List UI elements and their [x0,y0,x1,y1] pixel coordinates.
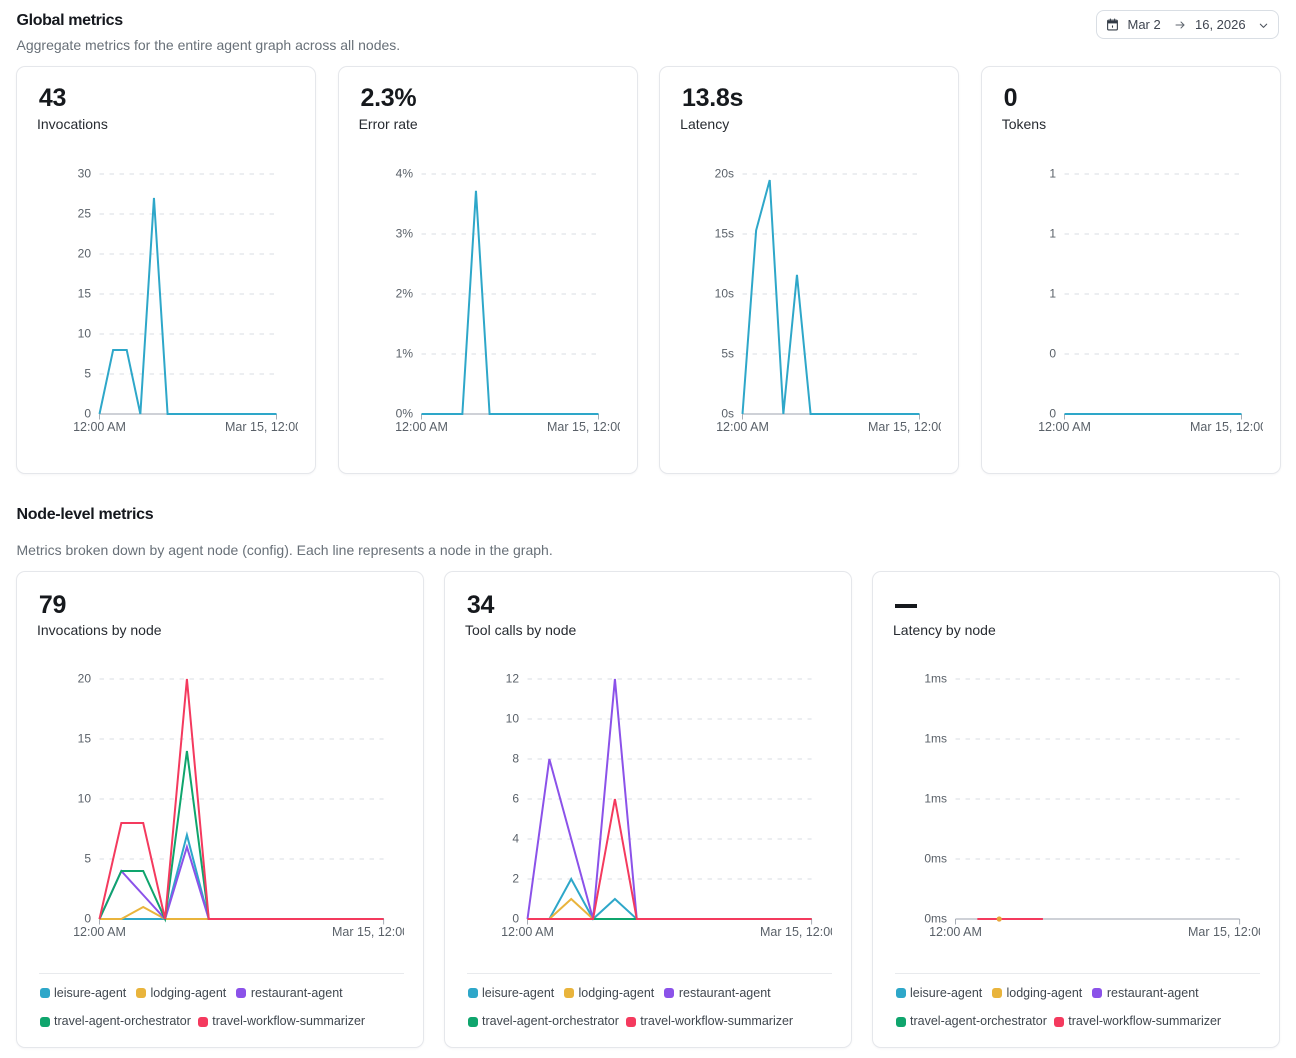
svg-text:Mar 15, 12:00: Mar 15, 12:00 [332,925,404,939]
svg-text:Mar 15, 12:00: Mar 15, 12:00 [760,925,832,939]
svg-text:2%: 2% [395,286,413,300]
svg-text:0ms: 0ms [924,852,947,866]
svg-text:12:00 AM: 12:00 AM [395,420,448,434]
svg-text:0%: 0% [395,406,413,420]
svg-text:0: 0 [1049,346,1056,360]
svg-text:12:00 AM: 12:00 AM [716,420,769,434]
svg-text:15: 15 [78,732,92,746]
svg-text:1: 1 [1049,166,1056,180]
svg-text:0: 0 [512,912,519,926]
svg-text:5: 5 [84,366,91,380]
svg-text:0s: 0s [721,406,734,420]
svg-text:5s: 5s [721,346,734,360]
svg-text:30: 30 [78,166,92,180]
svg-text:1ms: 1ms [924,732,947,746]
svg-text:10: 10 [78,792,92,806]
svg-text:0ms: 0ms [924,912,947,926]
svg-text:1: 1 [1049,286,1056,300]
svg-text:0: 0 [84,406,91,420]
svg-text:15s: 15s [715,226,734,240]
svg-text:12:00 AM: 12:00 AM [929,925,982,939]
svg-text:10s: 10s [715,286,734,300]
svg-text:6: 6 [512,792,519,806]
svg-text:0: 0 [1049,406,1056,420]
svg-text:1ms: 1ms [924,672,947,686]
svg-text:3%: 3% [395,226,413,240]
svg-text:20s: 20s [715,166,734,180]
svg-text:1: 1 [1049,226,1056,240]
svg-text:20: 20 [78,672,92,686]
svg-text:20: 20 [78,246,92,260]
svg-text:12:00 AM: 12:00 AM [73,925,126,939]
svg-text:4: 4 [512,832,519,846]
svg-text:10: 10 [78,326,92,340]
svg-text:Mar 15, 12:00: Mar 15, 12:00 [1190,420,1263,434]
svg-text:12:00 AM: 12:00 AM [73,420,126,434]
svg-text:15: 15 [78,286,92,300]
svg-text:Mar 15, 12:00: Mar 15, 12:00 [868,420,941,434]
svg-text:2: 2 [512,872,519,886]
svg-text:8: 8 [512,752,519,766]
svg-text:Mar 15, 12:00: Mar 15, 12:00 [547,420,620,434]
svg-text:4%: 4% [395,166,413,180]
svg-text:12:00 AM: 12:00 AM [1038,420,1091,434]
svg-text:Mar 15, 12:00: Mar 15, 12:00 [1188,925,1260,939]
svg-text:25: 25 [78,206,92,220]
svg-text:5: 5 [84,852,91,866]
svg-text:10: 10 [506,712,520,726]
svg-text:Mar 15, 12:00: Mar 15, 12:00 [225,420,298,434]
svg-text:1%: 1% [395,346,413,360]
svg-text:12:00 AM: 12:00 AM [501,925,554,939]
svg-text:1ms: 1ms [924,792,947,806]
svg-text:12: 12 [506,672,520,686]
svg-text:0: 0 [84,912,91,926]
